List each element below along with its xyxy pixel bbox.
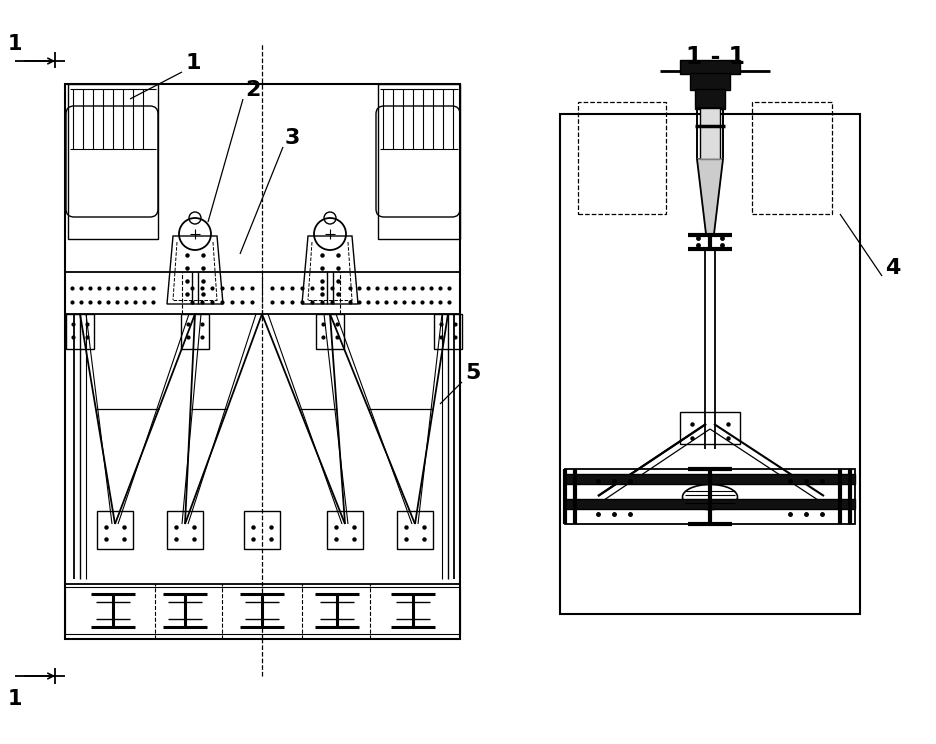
Bar xyxy=(578,102,666,214)
Bar xyxy=(680,412,740,444)
Bar xyxy=(434,314,462,349)
Bar xyxy=(690,73,730,90)
Text: 1: 1 xyxy=(7,34,22,54)
Bar xyxy=(695,89,725,109)
Bar xyxy=(565,469,855,524)
Bar xyxy=(565,474,855,484)
Bar xyxy=(752,102,832,214)
Bar xyxy=(565,499,855,509)
Bar xyxy=(327,511,363,549)
Bar xyxy=(97,511,133,549)
Text: 1 - 1: 1 - 1 xyxy=(685,45,744,69)
Bar xyxy=(378,84,460,239)
Bar xyxy=(65,84,460,639)
Text: 1: 1 xyxy=(7,689,22,709)
Bar xyxy=(181,314,209,349)
Polygon shape xyxy=(697,159,723,234)
Bar xyxy=(68,84,158,239)
Bar xyxy=(65,272,460,314)
Text: 5: 5 xyxy=(465,363,480,383)
Bar xyxy=(397,511,433,549)
Bar xyxy=(700,108,720,159)
Text: 2: 2 xyxy=(245,80,260,100)
Bar xyxy=(680,60,740,74)
Text: 4: 4 xyxy=(885,258,900,278)
Text: 3: 3 xyxy=(285,128,300,148)
Bar xyxy=(65,587,460,634)
Bar xyxy=(316,314,344,349)
Bar xyxy=(244,511,280,549)
Bar xyxy=(560,114,860,614)
Bar xyxy=(65,584,460,639)
Text: 1: 1 xyxy=(185,53,200,73)
Bar xyxy=(167,511,203,549)
Bar xyxy=(66,314,94,349)
Bar xyxy=(697,108,723,159)
